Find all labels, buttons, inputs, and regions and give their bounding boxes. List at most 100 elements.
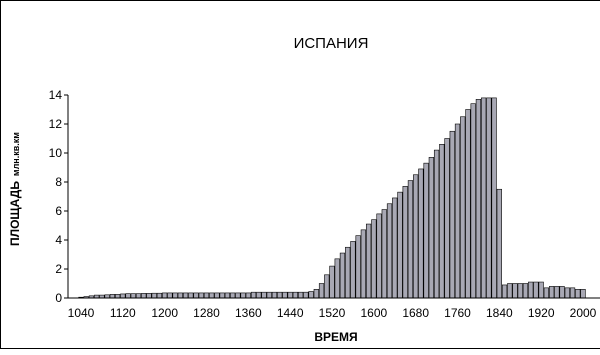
bar (533, 281, 539, 299)
x-tick-label: 1600 (360, 306, 387, 320)
bar (182, 292, 189, 299)
y-tick-label: 8 (55, 175, 62, 189)
bar (407, 180, 414, 299)
bar (465, 109, 471, 299)
x-tick-label: 1120 (110, 306, 136, 320)
bar (580, 288, 586, 299)
bar (517, 283, 523, 299)
bar (543, 287, 550, 299)
bar (230, 292, 236, 299)
y-tick-label: 6 (55, 204, 62, 218)
bar (433, 149, 440, 299)
bar (449, 130, 455, 299)
x-tick-label: 2000 (570, 306, 597, 320)
bar (460, 116, 466, 299)
bar (224, 292, 231, 299)
bar (365, 223, 372, 299)
bar (219, 292, 225, 299)
bar (114, 294, 121, 299)
bar (538, 281, 544, 299)
bar (454, 123, 461, 299)
bar (575, 288, 581, 299)
chart-title: ИСПАНИЯ (294, 35, 369, 52)
bar (313, 288, 319, 299)
bar (371, 219, 377, 299)
x-tick-label: 1520 (319, 306, 346, 320)
bar (271, 291, 278, 299)
x-tick-label: 1280 (193, 306, 220, 320)
bar (501, 284, 508, 299)
bar (481, 97, 487, 299)
bar (235, 292, 241, 299)
bar (392, 197, 398, 299)
bar (439, 144, 445, 299)
bar (308, 291, 314, 299)
bar (172, 292, 178, 299)
bar (141, 293, 147, 299)
bar (130, 293, 136, 299)
bar (486, 97, 492, 299)
x-axis-label: ВРЕМЯ (314, 330, 357, 344)
bar (444, 138, 450, 299)
bar (156, 292, 163, 299)
bar (402, 186, 408, 299)
y-tick-label: 0 (55, 291, 62, 305)
bar (318, 283, 325, 299)
bar (418, 168, 424, 299)
bar (151, 292, 157, 299)
y-tick-label: 4 (55, 233, 62, 247)
bar (203, 292, 210, 299)
bar (240, 292, 246, 299)
bar (423, 162, 429, 299)
bar (413, 174, 419, 299)
bar (559, 286, 565, 299)
y-tick-label: 2 (55, 262, 62, 276)
bar (381, 209, 387, 299)
bar (491, 97, 497, 299)
bar (522, 283, 529, 299)
bar (209, 292, 215, 299)
bar (569, 287, 576, 299)
y-tick-label: 12 (49, 117, 63, 131)
bar (324, 274, 330, 299)
bar (266, 291, 272, 299)
bar (214, 292, 220, 299)
bar (167, 292, 173, 299)
bar (376, 213, 382, 299)
x-tick-label: 1040 (68, 306, 95, 320)
y-axis-label: ПЛОЩАДЬ млн.кв.км (8, 132, 22, 246)
bar (470, 103, 476, 299)
bar (360, 229, 366, 299)
bar (496, 188, 502, 299)
bar (193, 292, 199, 299)
bar (507, 283, 513, 299)
bar (528, 281, 534, 299)
bar (329, 265, 335, 299)
bar (355, 235, 361, 299)
bar (245, 292, 251, 299)
bar (287, 291, 293, 299)
bar (146, 293, 152, 299)
bar (334, 258, 340, 299)
bar (120, 293, 126, 299)
bar (282, 291, 288, 299)
bar (554, 286, 560, 299)
bar (250, 291, 257, 299)
y-tick-label: 10 (49, 146, 63, 160)
bar (198, 292, 204, 299)
x-tick-label: 1920 (528, 306, 555, 320)
x-tick-label: 1680 (402, 306, 429, 320)
bar (177, 292, 183, 299)
bar (428, 157, 434, 299)
bar (512, 283, 518, 299)
bar (109, 294, 115, 299)
bar (261, 291, 267, 299)
bar (162, 292, 168, 299)
x-tick-label: 1440 (277, 306, 304, 320)
bar (397, 191, 403, 299)
bar (292, 291, 299, 299)
x-tick-label: 1760 (444, 306, 471, 320)
bar (298, 291, 304, 299)
